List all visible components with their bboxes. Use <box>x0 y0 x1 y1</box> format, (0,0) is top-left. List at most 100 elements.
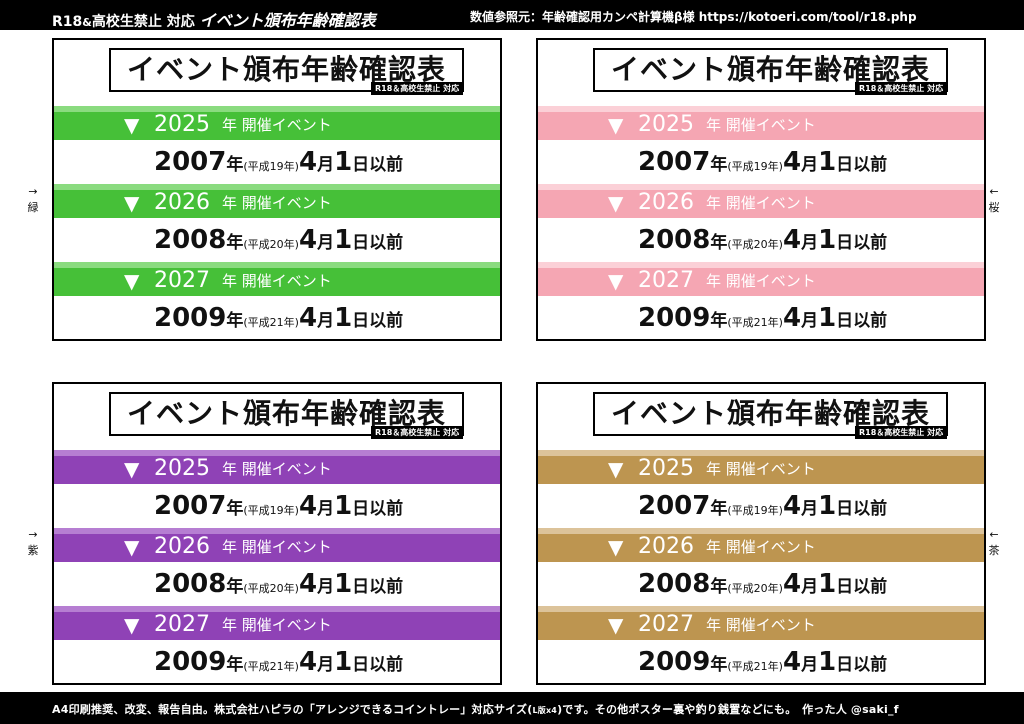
unit-day: 日 <box>352 311 370 331</box>
band-stripe <box>54 450 500 456</box>
birth-month: 4 <box>782 647 802 677</box>
panel-subtitle: R18＆高校生禁止 対応 <box>371 82 464 95</box>
birth-day: 1 <box>818 569 837 599</box>
header-title: イベント頒布年齢確認表 <box>199 11 376 30</box>
event-label: 年 開催イベント <box>222 194 332 212</box>
band-stripe <box>538 184 984 190</box>
unit-year: 年 <box>226 577 244 597</box>
birth-date-limit: 2007年(平成19年)4月1日以前 <box>154 486 494 526</box>
event-year: 2026 <box>154 190 210 215</box>
unit-month: 月 <box>801 311 819 331</box>
suffix-before: 以前 <box>369 233 404 253</box>
unit-day: 日 <box>836 233 854 253</box>
down-triangle-icon: ▼ <box>608 113 624 137</box>
event-year-band: ▼ 2026 年 開催イベント <box>538 528 984 562</box>
suffix-before: 以前 <box>369 577 404 597</box>
birth-day: 1 <box>334 569 353 599</box>
birth-day: 1 <box>334 303 353 333</box>
birth-day: 1 <box>818 491 837 521</box>
birth-day: 1 <box>334 647 353 677</box>
unit-month: 月 <box>801 155 819 175</box>
side-label-text: 桜 <box>988 201 1000 214</box>
event-label: 年 開催イベント <box>222 616 332 634</box>
suffix-before: 以前 <box>853 311 888 331</box>
event-year: 2025 <box>154 112 210 137</box>
era-year: (平成21年) <box>727 660 783 673</box>
era-year: (平成21年) <box>243 660 299 673</box>
panel-sakura: イベント頒布年齢確認表 R18＆高校生禁止 対応 ▼ 2025 年 開催イベント … <box>536 38 986 341</box>
unit-month: 月 <box>317 499 335 519</box>
birth-month: 4 <box>298 647 318 677</box>
birth-year: 2008 <box>154 225 227 255</box>
unit-month: 月 <box>801 233 819 253</box>
unit-year: 年 <box>226 233 244 253</box>
event-year: 2026 <box>154 534 210 559</box>
header-bar: R18&高校生禁止 対応 イベント頒布年齢確認表 数値参照元：年齢確認用カンペ計… <box>0 0 1024 30</box>
birth-month: 4 <box>298 303 318 333</box>
panel-subtitle: R18＆高校生禁止 対応 <box>855 82 948 95</box>
unit-year: 年 <box>710 577 728 597</box>
birth-day: 1 <box>334 147 353 177</box>
unit-month: 月 <box>801 655 819 675</box>
event-label: 年 開催イベント <box>222 460 332 478</box>
birth-month: 4 <box>298 569 318 599</box>
event-label: 年 開催イベント <box>706 538 816 556</box>
birth-date-limit: 2008年(平成20年)4月1日以前 <box>154 220 494 260</box>
era-year: (平成20年) <box>727 582 783 595</box>
event-year: 2027 <box>154 268 210 293</box>
birth-day: 1 <box>334 491 353 521</box>
event-year-band: ▼ 2025 年 開催イベント <box>54 106 500 140</box>
event-year-band: ▼ 2027 年 開催イベント <box>538 606 984 640</box>
birth-date-limit: 2009年(平成21年)4月1日以前 <box>154 298 494 338</box>
side-label-purple: → 紫 <box>25 527 41 559</box>
unit-year: 年 <box>710 155 728 175</box>
event-year-band: ▼ 2026 年 開催イベント <box>54 184 500 218</box>
band-stripe <box>54 528 500 534</box>
event-year: 2027 <box>638 612 694 637</box>
event-year-band: ▼ 2026 年 開催イベント <box>54 528 500 562</box>
unit-day: 日 <box>352 655 370 675</box>
arrow-left-icon: ← <box>989 185 999 198</box>
footer-text-small: L版x4 <box>532 706 558 715</box>
era-year: (平成20年) <box>243 238 299 251</box>
side-label-sakura: ← 桜 <box>986 184 1002 216</box>
birth-day: 1 <box>818 303 837 333</box>
event-label: 年 開催イベント <box>706 116 816 134</box>
suffix-before: 以前 <box>853 577 888 597</box>
era-year: (平成20年) <box>243 582 299 595</box>
side-label-brown: ← 茶 <box>986 527 1002 559</box>
event-year: 2026 <box>638 190 694 215</box>
birth-month: 4 <box>782 491 802 521</box>
unit-day: 日 <box>836 577 854 597</box>
event-year-band: ▼ 2026 年 開催イベント <box>538 184 984 218</box>
unit-day: 日 <box>352 499 370 519</box>
panel-subtitle: R18＆高校生禁止 対応 <box>371 426 464 439</box>
era-year: (平成19年) <box>727 504 783 517</box>
header-title-group: R18&高校生禁止 対応 イベント頒布年齢確認表 <box>52 7 376 31</box>
birth-month: 4 <box>782 225 802 255</box>
unit-day: 日 <box>836 311 854 331</box>
down-triangle-icon: ▼ <box>124 457 140 481</box>
unit-day: 日 <box>352 155 370 175</box>
band-stripe <box>538 106 984 112</box>
down-triangle-icon: ▼ <box>124 535 140 559</box>
down-triangle-icon: ▼ <box>124 191 140 215</box>
unit-month: 月 <box>317 233 335 253</box>
unit-month: 月 <box>317 155 335 175</box>
birth-year: 2008 <box>638 225 711 255</box>
birth-date-limit: 2008年(平成20年)4月1日以前 <box>638 220 978 260</box>
event-year: 2026 <box>638 534 694 559</box>
footer-text-b: )です。その他ポスター裏や釣り銭置などにも。 作った人 @saki_f <box>557 703 899 716</box>
panel-subtitle: R18＆高校生禁止 対応 <box>855 426 948 439</box>
event-year-band: ▼ 2025 年 開催イベント <box>538 106 984 140</box>
era-year: (平成19年) <box>727 160 783 173</box>
event-label: 年 開催イベント <box>222 538 332 556</box>
unit-year: 年 <box>710 311 728 331</box>
unit-day: 日 <box>836 655 854 675</box>
header-r18: R18 <box>52 14 83 30</box>
unit-year: 年 <box>226 311 244 331</box>
down-triangle-icon: ▼ <box>608 613 624 637</box>
unit-year: 年 <box>710 233 728 253</box>
footer-bar: A4印刷推奨、改変、報告自由。株式会社ハピラの「アレンジできるコイントレー」対応… <box>0 692 1024 724</box>
arrow-left-icon: ← <box>989 528 999 541</box>
